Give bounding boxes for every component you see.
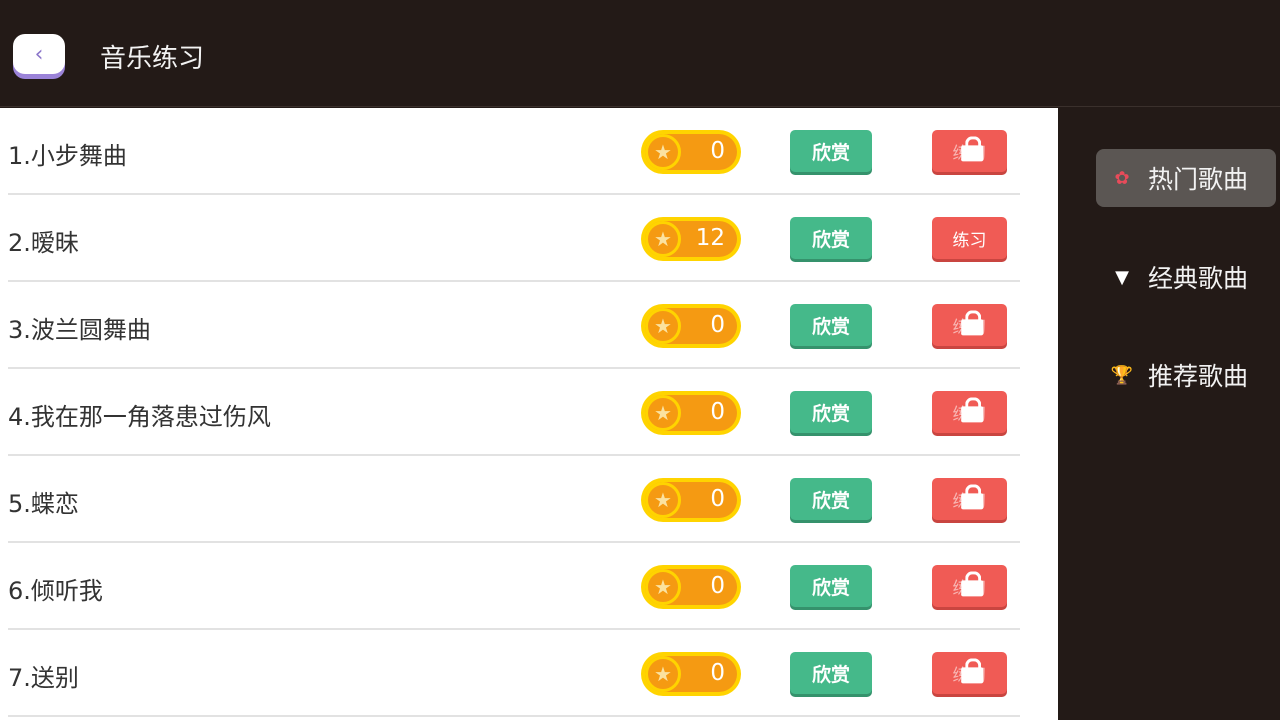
category-classic[interactable]: ▼ 经典歌曲 bbox=[1096, 248, 1276, 306]
flower-icon: ✿ bbox=[1114, 167, 1130, 189]
score-value: 0 bbox=[710, 660, 725, 686]
song-row: 4.我在那一角落患过伤风 ★0 欣赏 练习 bbox=[8, 369, 1020, 456]
lock-icon bbox=[960, 484, 983, 510]
lock-icon bbox=[960, 658, 983, 684]
song-name: 2.暧昧 bbox=[8, 229, 79, 257]
song-name: 7.送别 bbox=[8, 664, 79, 692]
score-badge: ★ 0 bbox=[641, 130, 741, 174]
song-row: 3.波兰圆舞曲 ★0 欣赏 练习 bbox=[8, 282, 1020, 369]
practice-label: 练习 bbox=[952, 230, 987, 251]
practice-button[interactable]: 练习 bbox=[932, 130, 1007, 172]
category-label: 经典歌曲 bbox=[1148, 264, 1249, 293]
lock-icon bbox=[960, 310, 983, 336]
enjoy-button[interactable]: 欣赏 bbox=[790, 304, 872, 346]
lock-icon bbox=[960, 571, 983, 597]
practice-button[interactable]: 练习 bbox=[932, 304, 1007, 346]
song-row: 6.倾听我 ★0 欣赏 练习 bbox=[8, 543, 1020, 630]
score-value: 0 bbox=[710, 312, 725, 338]
enjoy-button[interactable]: 欣赏 bbox=[790, 565, 872, 607]
song-row: 1.小步舞曲 ★0 欣赏 练习 bbox=[8, 108, 1020, 195]
chevron-left-icon: ‹ bbox=[34, 41, 44, 67]
practice-button[interactable]: 练习 bbox=[932, 565, 1007, 607]
enjoy-button[interactable]: 欣赏 bbox=[790, 217, 872, 259]
page-title: 音乐练习 bbox=[100, 44, 205, 74]
practice-button[interactable]: 练习 bbox=[932, 478, 1007, 520]
star-icon: ★ bbox=[645, 395, 681, 431]
song-name: 4.我在那一角落患过伤风 bbox=[8, 403, 271, 431]
practice-button[interactable]: 练习 bbox=[932, 652, 1007, 694]
song-name: 6.倾听我 bbox=[8, 577, 103, 605]
practice-button[interactable]: 练习 bbox=[932, 391, 1007, 433]
diamond-icon: ▼ bbox=[1115, 266, 1129, 288]
score-badge: ★ 0 bbox=[641, 652, 741, 696]
back-button[interactable]: ‹ bbox=[13, 34, 65, 74]
score-badge: ★ 0 bbox=[641, 565, 741, 609]
trophy-icon: 🏆 bbox=[1110, 364, 1134, 386]
lock-icon bbox=[960, 136, 983, 162]
score-badge: ★ 0 bbox=[641, 478, 741, 522]
enjoy-button[interactable]: 欣赏 bbox=[790, 130, 872, 172]
header: ‹ 音乐练习 bbox=[0, 0, 1280, 107]
star-icon: ★ bbox=[645, 569, 681, 605]
song-name: 3.波兰圆舞曲 bbox=[8, 316, 151, 344]
song-row: 7.送别 ★0 欣赏 练习 bbox=[8, 630, 1020, 717]
score-value: 0 bbox=[710, 138, 725, 164]
star-icon: ★ bbox=[645, 134, 681, 170]
category-recommended[interactable]: 🏆 推荐歌曲 bbox=[1096, 346, 1276, 404]
score-badge: ★ 12 bbox=[641, 217, 741, 261]
score-value: 0 bbox=[710, 399, 725, 425]
category-label: 热门歌曲 bbox=[1148, 165, 1249, 194]
song-row: 5.蝶恋 ★0 欣赏 练习 bbox=[8, 456, 1020, 543]
star-icon: ★ bbox=[645, 656, 681, 692]
enjoy-button[interactable]: 欣赏 bbox=[790, 478, 872, 520]
star-icon: ★ bbox=[645, 221, 681, 257]
score-value: 12 bbox=[695, 225, 725, 251]
lock-icon bbox=[960, 397, 983, 423]
song-list: 1.小步舞曲 ★0 欣赏 练习2.暧昧 ★12 欣赏 练习3.波兰圆舞曲 ★0 … bbox=[0, 108, 1058, 720]
score-badge: ★ 0 bbox=[641, 391, 741, 435]
score-value: 0 bbox=[710, 486, 725, 512]
enjoy-button[interactable]: 欣赏 bbox=[790, 391, 872, 433]
song-row: 2.暧昧 ★ 12 欣赏 练习 bbox=[8, 195, 1020, 282]
song-name: 5.蝶恋 bbox=[8, 490, 79, 518]
score-value: 0 bbox=[710, 573, 725, 599]
score-badge: ★ 0 bbox=[641, 304, 741, 348]
song-name: 1.小步舞曲 bbox=[8, 142, 127, 170]
practice-button[interactable]: 练习 bbox=[932, 217, 1007, 259]
category-label: 推荐歌曲 bbox=[1148, 362, 1249, 391]
enjoy-button[interactable]: 欣赏 bbox=[790, 652, 872, 694]
star-icon: ★ bbox=[645, 308, 681, 344]
category-sidebar: ✿ 热门歌曲 ▼ 经典歌曲 🏆 推荐歌曲 bbox=[1058, 108, 1280, 720]
star-icon: ★ bbox=[645, 482, 681, 518]
category-hot[interactable]: ✿ 热门歌曲 bbox=[1096, 149, 1276, 207]
